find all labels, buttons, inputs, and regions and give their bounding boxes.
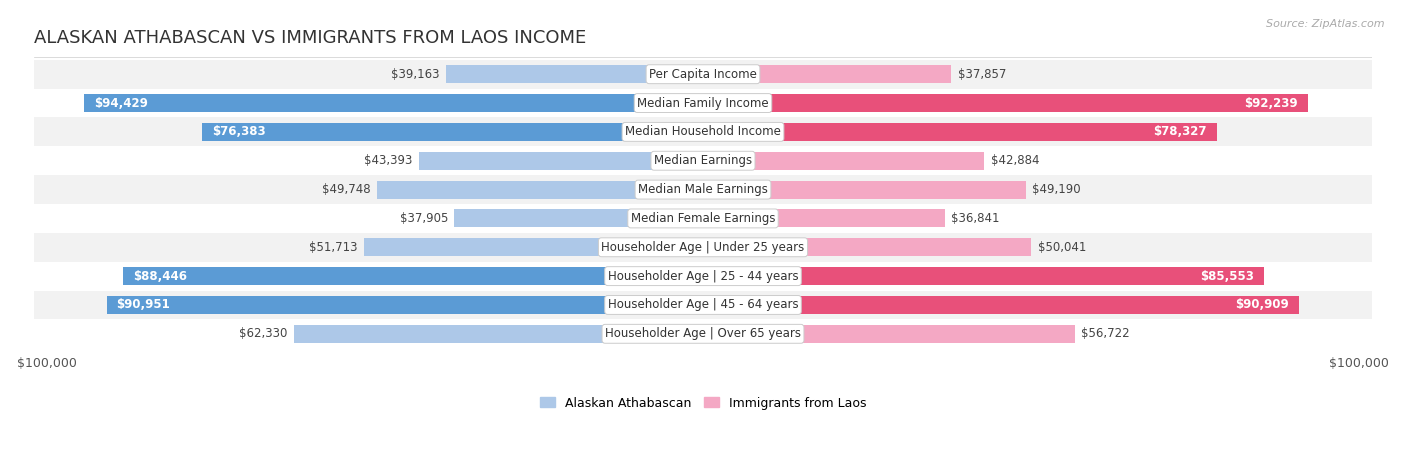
Text: Median Male Earnings: Median Male Earnings [638,183,768,196]
Text: $92,239: $92,239 [1244,97,1298,110]
Text: $76,383: $76,383 [212,126,266,138]
Bar [34,290,1372,319]
Text: $94,429: $94,429 [94,97,148,110]
Text: $49,190: $49,190 [1032,183,1081,196]
Text: Median Earnings: Median Earnings [654,154,752,167]
Bar [34,118,1372,146]
Bar [34,60,1372,89]
Text: Median Household Income: Median Household Income [626,126,780,138]
Text: Householder Age | 45 - 64 years: Householder Age | 45 - 64 years [607,298,799,311]
Bar [703,296,1299,314]
Bar [454,210,703,227]
Bar [34,146,1372,175]
Text: Householder Age | Under 25 years: Householder Age | Under 25 years [602,241,804,254]
Text: $90,909: $90,909 [1236,298,1289,311]
Text: Median Family Income: Median Family Income [637,97,769,110]
Text: $43,393: $43,393 [364,154,412,167]
Bar [703,238,1031,256]
Text: Householder Age | Over 65 years: Householder Age | Over 65 years [605,327,801,340]
Bar [703,267,1264,285]
Bar [124,267,703,285]
Bar [34,204,1372,233]
Bar [703,65,952,83]
Bar [107,296,703,314]
Bar [34,233,1372,262]
Bar [703,210,945,227]
Text: $39,163: $39,163 [391,68,440,81]
Bar [34,175,1372,204]
Text: $50,041: $50,041 [1038,241,1085,254]
Text: Householder Age | 25 - 44 years: Householder Age | 25 - 44 years [607,269,799,283]
Bar [703,181,1025,198]
Text: Median Female Earnings: Median Female Earnings [631,212,775,225]
Text: $37,857: $37,857 [957,68,1007,81]
Bar [34,89,1372,118]
Text: $78,327: $78,327 [1153,126,1206,138]
Bar [34,262,1372,290]
Bar [703,325,1076,343]
Bar [377,181,703,198]
Text: $49,748: $49,748 [322,183,370,196]
Bar [703,94,1308,112]
Bar [419,152,703,170]
Text: Source: ZipAtlas.com: Source: ZipAtlas.com [1267,19,1385,28]
Bar [703,152,984,170]
Bar [34,319,1372,348]
Bar [294,325,703,343]
Bar [202,123,703,141]
Text: $88,446: $88,446 [134,269,187,283]
Text: $62,330: $62,330 [239,327,288,340]
Text: Per Capita Income: Per Capita Income [650,68,756,81]
Legend: Alaskan Athabascan, Immigrants from Laos: Alaskan Athabascan, Immigrants from Laos [540,396,866,410]
Text: $37,905: $37,905 [399,212,449,225]
Bar [446,65,703,83]
Bar [703,123,1216,141]
Text: $36,841: $36,841 [950,212,1000,225]
Text: $42,884: $42,884 [991,154,1039,167]
Text: $90,951: $90,951 [117,298,170,311]
Text: $56,722: $56,722 [1081,327,1130,340]
Text: $51,713: $51,713 [309,241,357,254]
Bar [84,94,703,112]
Text: $85,553: $85,553 [1201,269,1254,283]
Text: ALASKAN ATHABASCAN VS IMMIGRANTS FROM LAOS INCOME: ALASKAN ATHABASCAN VS IMMIGRANTS FROM LA… [34,29,586,47]
Bar [364,238,703,256]
